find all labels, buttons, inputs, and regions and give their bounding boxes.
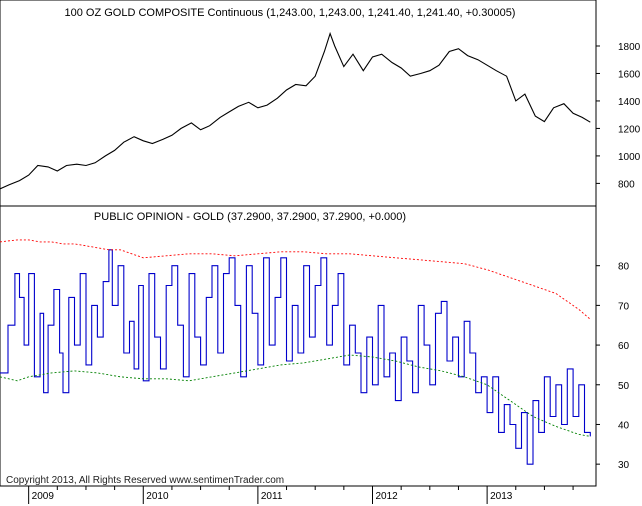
gold-panel: 100 OZ GOLD COMPOSITE Continuous (1,243.… bbox=[0, 0, 641, 207]
copyright-notice: Copyright 2013, All Rights Reserved www.… bbox=[6, 475, 284, 486]
gold-y-tick-label: 1400 bbox=[618, 97, 641, 108]
opinion-y-tick-label: 40 bbox=[618, 420, 630, 431]
opinion-series-line-2 bbox=[0, 354, 591, 437]
gold-y-tick-label: 800 bbox=[618, 179, 635, 190]
opinion-y-tick-label: 70 bbox=[618, 301, 630, 312]
opinion-series-line-1 bbox=[0, 239, 591, 320]
gold-title: 100 OZ GOLD COMPOSITE Continuous (1,243.… bbox=[65, 7, 516, 19]
gold-axis-ticks: 800 1000 1200 1400 1600 1800 bbox=[596, 42, 641, 190]
opinion-y-tick-label: 80 bbox=[618, 262, 630, 273]
gold-y-tick-label: 1200 bbox=[618, 124, 641, 135]
gold-y-tick-label: 1600 bbox=[618, 69, 641, 80]
x-year-label: 2011 bbox=[261, 491, 283, 502]
opinion-series-group bbox=[0, 239, 591, 465]
opinion-series-line-0 bbox=[0, 249, 591, 465]
gold-y-tick-label: 1800 bbox=[618, 42, 641, 53]
opinion-y-tick-label: 30 bbox=[618, 460, 630, 471]
x-axis: 2009 2010 2011 2012 2013 bbox=[0, 485, 596, 504]
x-year-label: 2013 bbox=[490, 491, 513, 502]
opinion-y-tick-label: 60 bbox=[618, 341, 630, 352]
gold-plot-area bbox=[0, 0, 597, 207]
opinion-axis-ticks: 30 40 50 60 70 80 bbox=[596, 262, 630, 471]
opinion-title: PUBLIC OPINION - GOLD (37.2900, 37.2900,… bbox=[94, 211, 406, 223]
x-axis-ticks: 2009 2010 2011 2012 2013 bbox=[28, 486, 574, 504]
x-year-label: 2012 bbox=[376, 491, 399, 502]
opinion-y-tick-label: 50 bbox=[618, 381, 630, 392]
gold-y-tick-label: 1000 bbox=[618, 152, 641, 163]
gold-series-line-0 bbox=[0, 31, 591, 190]
opinion-panel: PUBLIC OPINION - GOLD (37.2900, 37.2900,… bbox=[0, 205, 630, 487]
x-year-label: 2010 bbox=[146, 491, 169, 502]
gold-series-group bbox=[0, 31, 591, 190]
x-year-label: 2009 bbox=[32, 491, 55, 502]
